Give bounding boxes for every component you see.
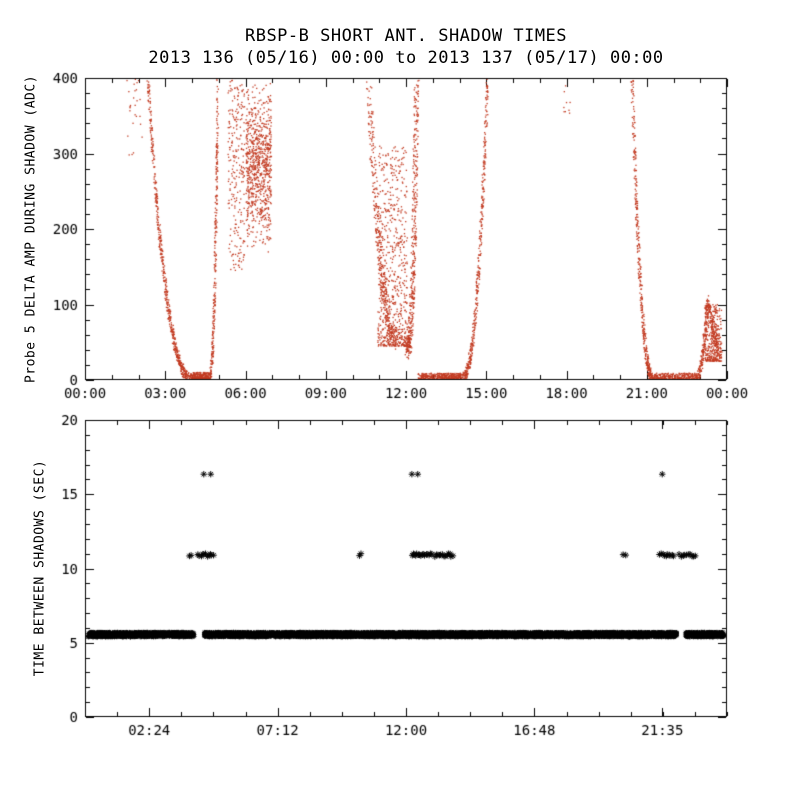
plot-canvas <box>0 0 800 800</box>
rbsp-shadow-figure: RBSP-B SHORT ANT. SHADOW TIMES 2013 136 … <box>0 0 800 800</box>
